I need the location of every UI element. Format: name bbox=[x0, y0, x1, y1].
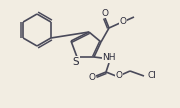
Text: O: O bbox=[89, 72, 96, 82]
Text: O: O bbox=[120, 17, 127, 26]
Text: O: O bbox=[116, 71, 123, 80]
Text: Cl: Cl bbox=[148, 71, 156, 80]
Text: O: O bbox=[102, 9, 109, 17]
Text: S: S bbox=[73, 57, 79, 67]
Text: NH: NH bbox=[102, 53, 116, 63]
